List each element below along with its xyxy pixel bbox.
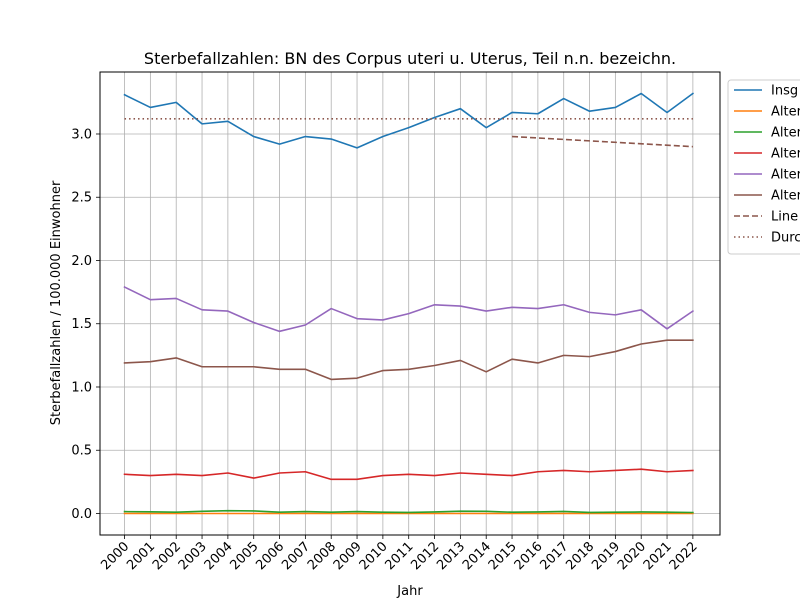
y-tick-label-1.0: 1.0 — [71, 380, 92, 395]
series-line-3 — [123, 509, 694, 514]
legend-label-3: Alter — [771, 126, 800, 141]
y-tick-label-3.0: 3.0 — [71, 127, 92, 142]
y-tick-label-2.0: 2.0 — [71, 254, 92, 269]
axes-border — [99, 71, 721, 536]
y-tick-label-0.0: 0.0 — [71, 507, 92, 522]
x-axis-label: Jahr — [396, 584, 423, 599]
y-tick-label-1.5: 1.5 — [71, 317, 92, 332]
series-line-5 — [123, 285, 694, 333]
legend-label-6: Alter — [771, 189, 800, 204]
chart-title: Sterbefallzahlen: BN des Corpus uteri u.… — [144, 49, 676, 68]
plot-area — [100, 72, 720, 535]
legend-label-5: Alter — [771, 168, 800, 183]
legend-label-8: Durc — [771, 231, 800, 246]
axes-frame — [99, 71, 721, 536]
legend-label-2: Alter — [771, 105, 800, 120]
y-tick-label-2.5: 2.5 — [71, 191, 92, 206]
legend-box — [727, 79, 800, 255]
legend-label-1: Insg — [771, 84, 798, 99]
series-line-1 — [123, 92, 694, 149]
grid-lines — [100, 72, 720, 535]
legend: Insg Alter Alter Alter Alter Alter Line Durc — [727, 79, 800, 255]
legend-label-7: Line — [771, 210, 798, 225]
series-line-7 — [511, 135, 693, 148]
legend-label-4: Alter — [771, 147, 800, 162]
y-axis-ticks: 0.0 0.5 1.0 1.5 2.0 2.5 3.0 — [71, 127, 100, 522]
y-tick-label-0.5: 0.5 — [71, 444, 92, 459]
series-line-4 — [123, 468, 694, 481]
series-lines — [123, 92, 694, 515]
plot-background — [100, 72, 720, 535]
y-axis-label: Sterbefallzahlen / 100.000 Einwohner — [49, 180, 64, 425]
series-line-6 — [123, 339, 694, 381]
